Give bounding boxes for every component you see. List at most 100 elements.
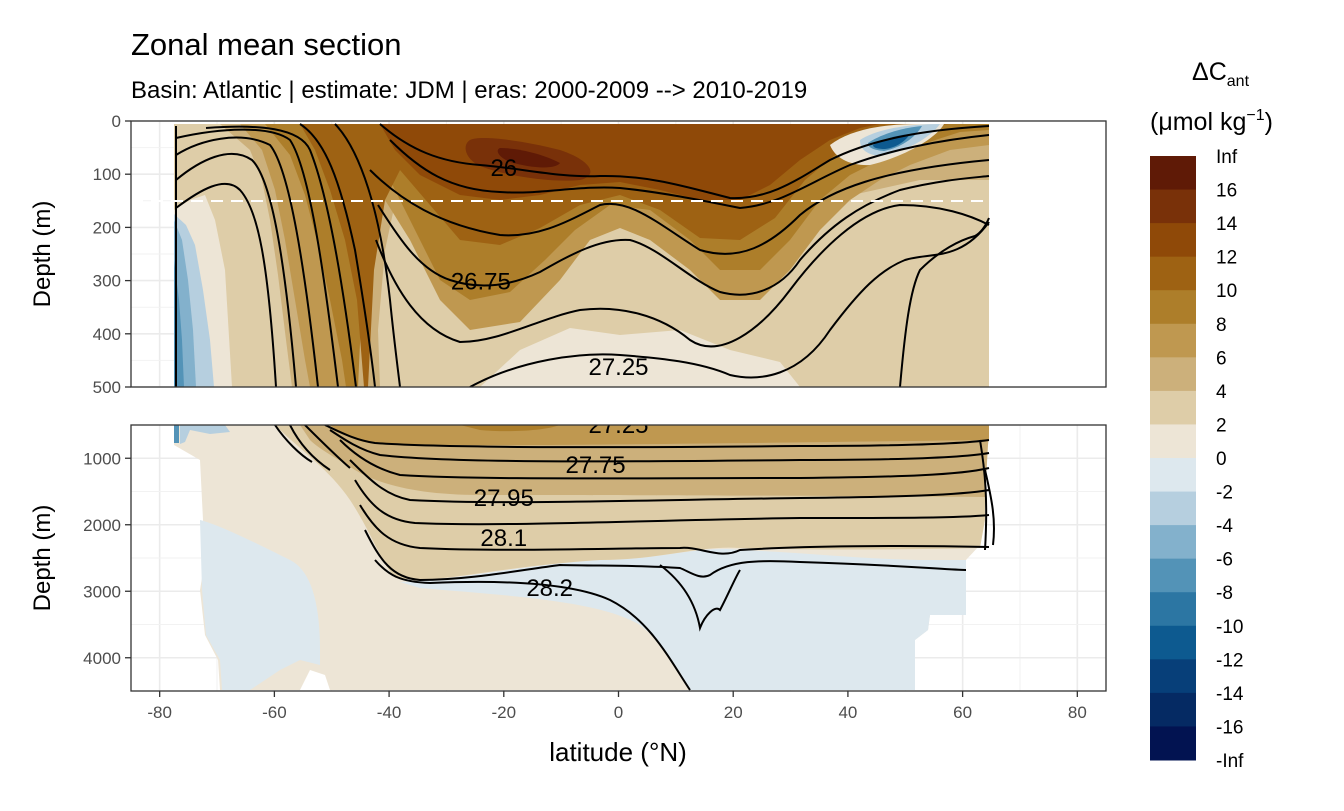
x-tick-label: -80 — [147, 703, 172, 722]
isopycnal-line — [175, 128, 339, 387]
legend-swatch — [1150, 558, 1196, 593]
legend-swatch — [1150, 223, 1196, 258]
legend-units-main: (μmol kg — [1150, 108, 1246, 136]
field-deep-south-neg4-2 — [180, 425, 230, 444]
isopycnal-line — [205, 125, 357, 387]
isopycnal-line — [369, 159, 990, 255]
legend-label: 6 — [1216, 348, 1227, 369]
legend-label: Inf — [1216, 147, 1238, 168]
lower-panel-field: 27.25 27.75 27.95 28.1 28.2 — [174, 412, 996, 691]
legend-label: -2 — [1216, 483, 1233, 504]
legend-labels: Inf 16 14 12 10 8 6 4 2 0 -2 -4 -6 -8 -10 -12 -14 -16 -Inf — [1216, 147, 1244, 772]
chart-subtitle: Basin: Atlantic | estimate: JDM | eras: … — [131, 77, 807, 104]
legend-swatch — [1150, 390, 1196, 425]
isopycnal-27-25 — [469, 221, 990, 387]
upper-y-axis-ticks: 0 100 200 300 400 500 — [93, 112, 131, 397]
legend-title-sub: ant — [1227, 73, 1250, 90]
isopycnal-line — [175, 152, 297, 387]
legend-swatch — [1150, 592, 1196, 627]
legend-label: 8 — [1216, 315, 1227, 336]
isopycnal-28-1 — [359, 504, 990, 555]
y-tick-label: 200 — [93, 218, 121, 237]
legend-label: -10 — [1216, 617, 1243, 638]
isopycnal-27-95 — [349, 459, 990, 504]
y-tick-label: 500 — [93, 378, 121, 397]
isopycnal-label: 28.1 — [480, 525, 527, 552]
legend-label: 12 — [1216, 248, 1237, 269]
field-deep-8-10 — [460, 425, 560, 432]
colorbar-legend: ΔCant (μmol kg−1) Inf 16 14 12 10 8 6 4 2 0 -2 -4 -6… — [1150, 58, 1273, 772]
legend-swatch — [1150, 256, 1196, 291]
upper-panel-field: 26 26.75 27.25 — [131, 121, 1106, 387]
y-tick-label: 400 — [93, 325, 121, 344]
x-tick-label: -40 — [377, 703, 402, 722]
legend-swatch — [1150, 323, 1196, 358]
x-tick-label: -20 — [492, 703, 517, 722]
legend-label: 14 — [1216, 214, 1238, 235]
x-tick-label: -60 — [262, 703, 287, 722]
legend-swatch — [1150, 458, 1196, 493]
legend-swatch — [1150, 290, 1196, 325]
legend-swatch — [1150, 357, 1196, 392]
lower-y-axis-label: Depth (m) — [29, 505, 56, 612]
field-deep-south-neg2-0 — [200, 520, 320, 690]
field-deep-south-neg6-4 — [174, 425, 179, 443]
upper-isopycnals — [175, 123, 990, 387]
isopycnal-26 — [379, 123, 990, 200]
field-band-over-16 — [497, 148, 560, 168]
isopycnal-label: 28.2 — [526, 575, 573, 602]
x-axis-ticks: -80 -60 -40 -20 0 20 40 60 80 — [147, 691, 1087, 722]
isopycnal-line — [334, 123, 401, 387]
legend-label: -12 — [1216, 650, 1243, 671]
legend-swatch — [1150, 491, 1196, 526]
y-tick-label: 3000 — [83, 582, 121, 601]
legend-label: 0 — [1216, 449, 1227, 470]
y-tick-label: 100 — [93, 165, 121, 184]
isopycnal-line — [375, 203, 990, 348]
legend-label: -Inf — [1216, 751, 1244, 772]
legend-label: -8 — [1216, 583, 1233, 604]
x-tick-label: 60 — [953, 703, 972, 722]
legend-swatch — [1150, 525, 1196, 560]
isopycnal-line — [329, 429, 990, 463]
upper-panel: 26 26.75 27.25 0 100 200 300 400 500 Depth (m) — [29, 112, 1107, 397]
legend-swatch — [1150, 189, 1196, 224]
upper-y-axis-label: Depth (m) — [29, 201, 56, 308]
legend-swatch — [1150, 625, 1196, 660]
y-tick-label: 4000 — [83, 649, 121, 668]
legend-units-end: ) — [1265, 108, 1273, 136]
isopycnal-line — [289, 425, 331, 471]
isopycnal-label: 27.25 — [588, 412, 648, 439]
upper-isopycnal-labels: 26 26.75 27.25 — [451, 155, 649, 381]
y-tick-label: 2000 — [83, 516, 121, 535]
legend-title: ΔCant — [1192, 58, 1250, 90]
legend-label: -14 — [1216, 684, 1244, 705]
isopycnal-label: 27.25 — [588, 354, 648, 381]
isopycnal-line — [389, 134, 990, 210]
isopycnal-line — [304, 425, 351, 469]
legend-swatch — [1150, 692, 1196, 727]
legend-label: -4 — [1216, 516, 1233, 537]
x-tick-label: 40 — [838, 703, 857, 722]
legend-label: 4 — [1216, 382, 1227, 403]
isopycnal-27-25 — [324, 425, 990, 449]
isopycnal-line — [659, 564, 741, 632]
legend-label: 16 — [1216, 181, 1237, 202]
isopycnal-line — [175, 136, 319, 387]
legend-label: 10 — [1216, 281, 1237, 302]
lower-isopycnals — [274, 425, 996, 691]
isopycnal-line — [364, 529, 967, 582]
y-tick-label: 300 — [93, 272, 121, 291]
y-tick-label: 1000 — [83, 449, 121, 468]
legend-title-main: ΔC — [1192, 58, 1227, 86]
field-mask-north — [989, 121, 1106, 387]
chart-title: Zonal mean section — [131, 27, 402, 62]
isopycnal-line — [175, 183, 277, 387]
x-tick-label: 80 — [1068, 703, 1087, 722]
isopycnal-label: 26 — [490, 155, 517, 182]
x-tick-label: 20 — [724, 703, 743, 722]
lower-panel: 27.25 27.75 27.95 28.1 28.2 1000 2000 3000 4000… — [29, 412, 1107, 767]
lower-isopycnal-labels: 27.25 27.75 27.95 28.1 28.2 — [474, 412, 649, 602]
